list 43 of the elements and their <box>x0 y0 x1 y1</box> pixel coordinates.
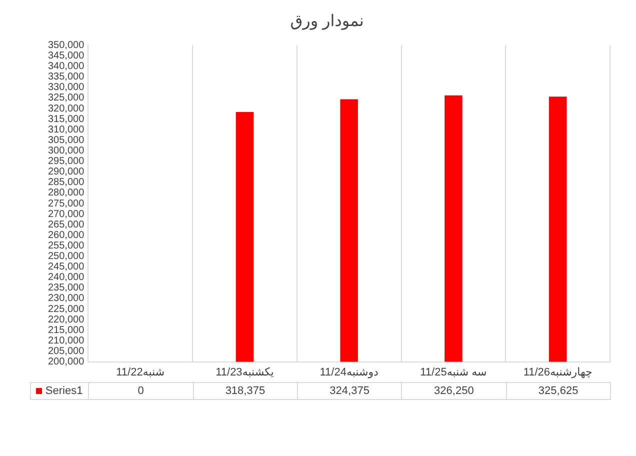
y-tick-label: 305,000 <box>48 134 85 146</box>
y-tick-label: 205,000 <box>48 346 85 357</box>
y-tick-label: 350,000 <box>48 40 85 51</box>
y-tick-label: 265,000 <box>48 219 85 230</box>
data-label: 325,625 <box>506 382 611 400</box>
legend-label: Series1 <box>30 382 90 400</box>
y-tick-label: 230,000 <box>48 293 85 304</box>
y-tick-label: 315,000 <box>48 114 85 125</box>
y-tick-label: 225,000 <box>48 304 85 315</box>
y-tick-label: 200,000 <box>48 356 85 368</box>
y-tick-label: 325,000 <box>48 92 85 104</box>
y-tick-label: 335,000 <box>48 72 85 83</box>
x-tick-label: چهارشنبه11/26 <box>523 366 592 378</box>
x-tick-label: شنبه11/22 <box>116 366 165 378</box>
x-tick-label: سه شنبه11/25 <box>420 366 487 378</box>
y-tick-label: 240,000 <box>48 272 85 284</box>
y-tick-label: 340,000 <box>48 61 85 72</box>
data-label: 326,250 <box>401 382 507 400</box>
y-tick-label: 295,000 <box>48 156 85 168</box>
y-tick-label: 300,000 <box>48 145 85 156</box>
x-tick-label: دوشنبه11/24 <box>320 366 379 378</box>
y-tick-label: 210,000 <box>48 335 85 346</box>
chart-title: نمودار ورق <box>290 13 364 30</box>
y-tick-label: 320,000 <box>48 103 85 114</box>
x-tick-label: یکشنبه11/23 <box>216 366 274 378</box>
y-tick-label: 285,000 <box>48 177 85 188</box>
y-tick-label: 255,000 <box>48 240 85 252</box>
y-tick-label: 215,000 <box>48 324 85 336</box>
y-tick-label: 250,000 <box>48 251 85 262</box>
y-tick-label: 345,000 <box>48 50 85 62</box>
y-tick-label: 270,000 <box>48 208 85 220</box>
text: 0 <box>138 384 144 397</box>
y-tick-label: 235,000 <box>48 282 85 294</box>
y-tick-label: 275,000 <box>48 198 85 210</box>
y-tick-label: 220,000 <box>48 314 85 326</box>
y-tick-label: 330,000 <box>48 82 85 94</box>
y-tick-label: 245,000 <box>48 262 85 273</box>
y-tick-label: 260,000 <box>48 230 85 241</box>
y-tick-label: 280,000 <box>48 188 85 199</box>
data-label: 324,375 <box>296 382 402 400</box>
y-tick-label: 310,000 <box>48 124 85 136</box>
y-tick-label: 290,000 <box>48 166 85 178</box>
data-label: 318,375 <box>192 382 298 400</box>
